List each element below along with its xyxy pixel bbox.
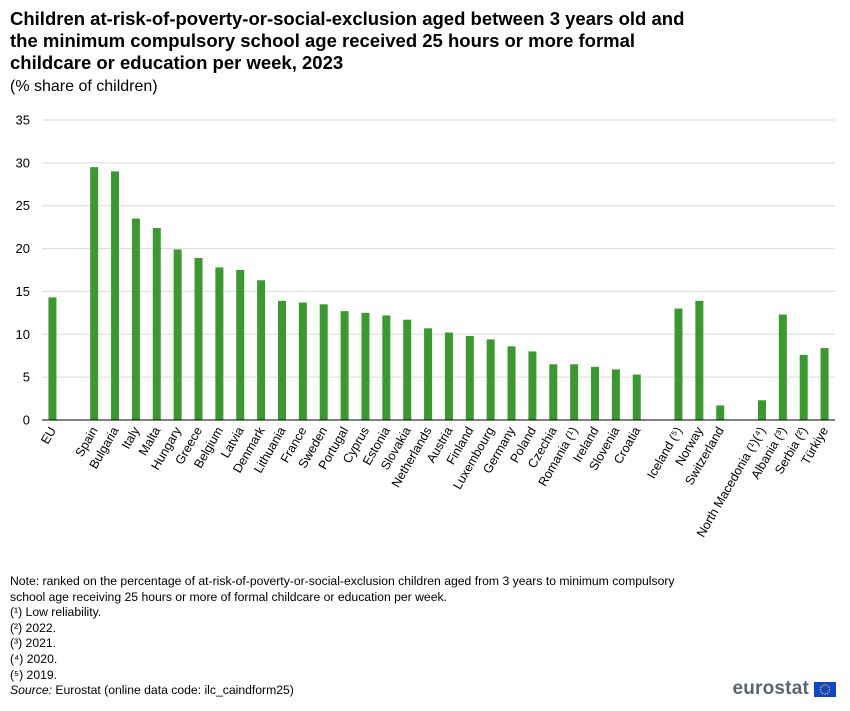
source-text: Eurostat (online data code: ilc_caindfor…: [52, 683, 294, 698]
gridlines: [42, 119, 835, 378]
footnote-list: (¹) Low reliability. (²) 2022. (³) 2021. (⁴…: [10, 605, 690, 683]
bar: [90, 167, 99, 420]
y-tick-label: 10: [16, 327, 30, 342]
bar: [486, 339, 495, 420]
y-tick-label: 35: [16, 113, 30, 128]
eu-flag-icon: [814, 681, 836, 697]
bar: [424, 328, 433, 420]
eurostat-logo: eurostat: [732, 678, 836, 699]
chart-subtitle: (% share of children): [10, 78, 158, 95]
x-tick-label: EU: [38, 425, 59, 447]
source-label: Source:: [10, 683, 53, 698]
footnote: (³) 2021.: [10, 636, 57, 651]
y-tick-label: 0: [23, 413, 30, 428]
bar: [131, 218, 140, 420]
bar: [382, 315, 391, 420]
x-axis-labels: EU SpainBulgariaItalyMaltaHungaryGreeceBe…: [38, 424, 831, 540]
bar: [319, 304, 328, 420]
bar: [48, 297, 57, 420]
flag-star: [824, 683, 826, 686]
bar: [716, 405, 725, 420]
flag-star: [826, 692, 828, 694]
bar: [570, 364, 579, 420]
y-axis-ticks: 0 5 10 15 20 25 30 35: [16, 113, 30, 428]
bar: [298, 302, 307, 420]
bar: [820, 348, 829, 420]
y-tick-label: 5: [23, 370, 30, 385]
y-tick-label: 20: [16, 241, 30, 256]
bar: [257, 280, 266, 420]
y-tick-label: 30: [16, 155, 30, 170]
footnote: (⁵) 2019.: [10, 667, 58, 682]
bar: [403, 319, 412, 420]
y-tick-label: 15: [16, 284, 30, 299]
bar: [591, 366, 600, 420]
bars: [48, 167, 829, 420]
flag-star: [822, 692, 824, 694]
flag-star: [822, 684, 824, 686]
notes-block: Note: ranked on the percentage of at-ris…: [10, 574, 690, 699]
bar: [465, 336, 474, 420]
bar: [778, 314, 787, 420]
flag-star: [820, 690, 822, 692]
y-tick-label: 25: [16, 198, 30, 213]
footnote: (²) 2022.: [10, 620, 57, 635]
bar: [152, 228, 161, 420]
flag-star: [828, 690, 830, 692]
chart-title: Children at-risk-of-poverty-or-social-ex…: [10, 8, 685, 73]
flag-star: [819, 688, 822, 690]
bar-chart: 0 5 10 15 20 25 30 35 EU SpainBulgariaItalyMalta…: [16, 113, 835, 540]
source-line: Source: Eurostat (online data code: ilc_…: [10, 683, 690, 699]
bar: [549, 364, 558, 420]
bar: [444, 332, 453, 420]
bar: [757, 400, 766, 420]
bar: [340, 311, 349, 420]
bar: [799, 354, 808, 420]
bar: [361, 312, 370, 420]
footnote: (¹) Low reliability.: [10, 605, 102, 620]
bar: [194, 258, 203, 420]
bar: [695, 300, 704, 420]
flag-star: [824, 692, 826, 695]
flag-star: [820, 686, 822, 688]
bar: [111, 171, 120, 420]
flag-star: [826, 684, 828, 686]
ranking-note: Note: ranked on the percentage of at-ris…: [10, 574, 675, 604]
bar: [611, 369, 620, 420]
bar: [215, 267, 224, 420]
bar: [507, 346, 516, 420]
bar: [674, 308, 683, 420]
flag-background: [814, 681, 836, 697]
flag-star: [828, 688, 831, 690]
logo-text: eurostat: [732, 678, 809, 699]
footnote: (⁴) 2020.: [10, 651, 58, 666]
bar: [173, 249, 182, 420]
flag-star: [828, 686, 830, 688]
bar: [277, 300, 286, 420]
bar: [528, 351, 537, 420]
bar: [236, 270, 245, 420]
bar: [632, 374, 641, 420]
